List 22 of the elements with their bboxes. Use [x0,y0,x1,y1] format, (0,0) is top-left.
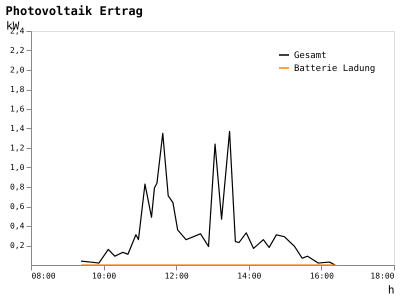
y-tick-label: 0,8 [10,182,25,192]
y-tick-label: 1,6 [10,104,25,114]
y-tick-label: 2,2 [10,46,25,55]
x-tick-label: 12:00 [164,272,189,280]
line-series [80,130,336,266]
y-tick-label: 1,8 [10,85,25,94]
x-tick-label: 18:00 [370,272,395,280]
x-tick-label: 16:00 [310,272,334,280]
y-tick-label: 1,2 [10,144,25,152]
x-tick-label: 08:00 [32,272,56,280]
legend-label: Batterie Ladung [294,64,376,74]
x-axis-title: h [388,284,394,296]
y-tick-label: 0,2 [10,241,25,250]
x-tick-label: 10:00 [92,272,116,280]
y-tick-label: 1,4 [10,124,25,133]
y-tick-label: 0,4 [10,222,25,230]
y-tick-label: 0,6 [10,202,25,211]
x-tick-label: 14:00 [237,272,262,280]
chart-title: Photovoltaik Ertrag [6,4,143,18]
legend-label: Gesamt [294,51,327,61]
y-tick-label: 2,0 [10,66,25,74]
y-tick-label: 1,0 [10,163,25,172]
